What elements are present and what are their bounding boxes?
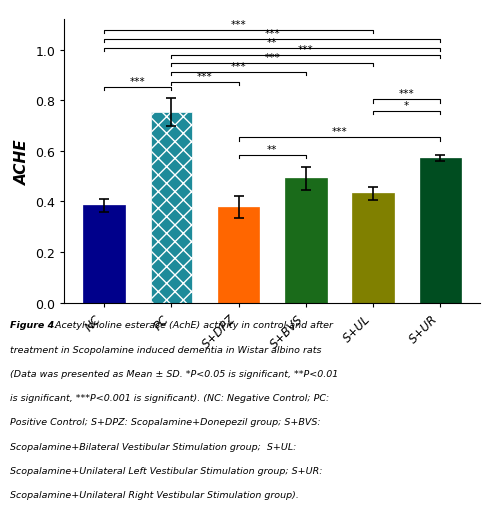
Bar — [218, 208, 259, 303]
Y-axis label: ACHE: ACHE — [15, 139, 30, 184]
Text: ***: *** — [130, 77, 146, 86]
Bar — [83, 206, 125, 303]
Text: **: ** — [267, 37, 278, 47]
Text: (Data was presented as Mean ± SD. *P<0.05 is significant, **P<0.01: (Data was presented as Mean ± SD. *P<0.0… — [10, 369, 338, 378]
Text: Scopalamine+Bilateral Vestibular Stimulation group;  S+UL:: Scopalamine+Bilateral Vestibular Stimula… — [10, 442, 297, 451]
Bar — [150, 112, 192, 303]
Text: ***: *** — [264, 29, 280, 39]
Text: *: * — [404, 100, 409, 111]
Text: ***: *** — [231, 62, 247, 71]
Text: Acetyl choline esterase (AchE) activity in control and after: Acetyl choline esterase (AchE) activity … — [52, 321, 333, 330]
Text: Positive Control; S+DPZ: Scopalamine+Donepezil group; S+BVS:: Positive Control; S+DPZ: Scopalamine+Don… — [10, 418, 321, 427]
Text: Scopalamine+Unilateral Right Vestibular Stimulation group).: Scopalamine+Unilateral Right Vestibular … — [10, 490, 299, 499]
Text: Figure 4.: Figure 4. — [10, 321, 58, 330]
Text: ***: *** — [332, 127, 347, 137]
Text: ***: *** — [298, 45, 314, 55]
Text: ***: *** — [399, 89, 415, 99]
Text: treatment in Scopolamine induced dementia in Wistar albino rats: treatment in Scopolamine induced dementi… — [10, 345, 321, 354]
Text: is significant, ***P<0.001 is significant). (NC: Negative Control; PC:: is significant, ***P<0.001 is significan… — [10, 393, 329, 402]
Bar — [352, 194, 394, 303]
Text: ***: *** — [197, 72, 213, 81]
Text: Scopalamine+Unilateral Left Vestibular Stimulation group; S+UR:: Scopalamine+Unilateral Left Vestibular S… — [10, 466, 322, 475]
Text: ***: *** — [264, 53, 280, 63]
Bar — [420, 159, 461, 303]
Bar — [285, 179, 327, 303]
Text: **: ** — [267, 145, 278, 155]
Text: ***: *** — [231, 20, 247, 30]
